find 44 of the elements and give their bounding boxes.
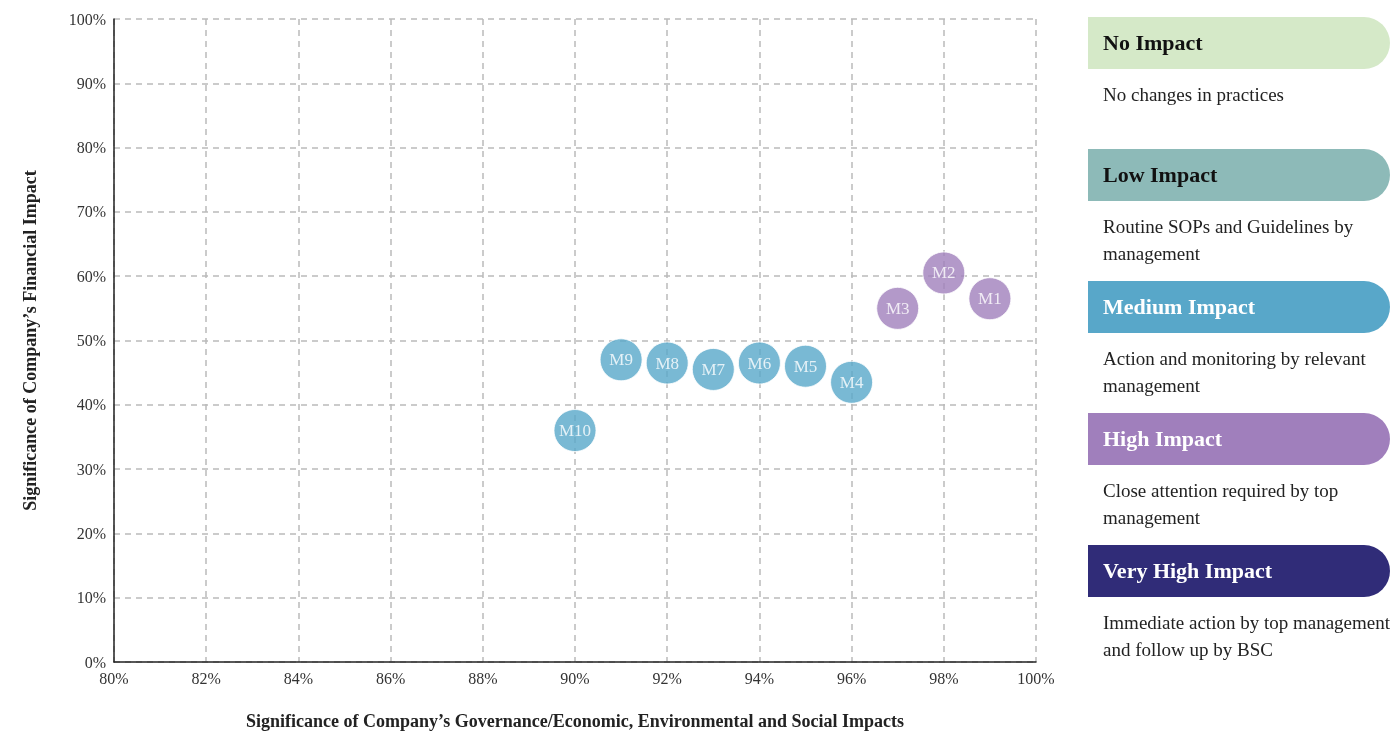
data-label: M4 [839, 372, 864, 392]
data-label: M6 [747, 353, 772, 373]
y-tick-label: 80% [76, 139, 106, 157]
y-tick-label: 40% [76, 396, 106, 414]
y-tick-label: 50% [76, 332, 106, 349]
x-tick-label: 100% [1017, 669, 1055, 687]
x-axis-title: Significance of Company’s Governance/Economic, Environmental and Social Impacts [245, 711, 905, 731]
y-tick-label: 90% [76, 74, 106, 92]
category-label: No Impact [1088, 17, 1390, 69]
data-label: M10 [558, 421, 592, 441]
x-tick-label: 84% [283, 669, 314, 687]
y-tick-label: 20% [76, 524, 106, 542]
text: Action and monitoring by relevant management [1102, 347, 1367, 398]
y-tick-label: 0% [84, 653, 106, 671]
y-axis-title: Significance of Company’s Financial Impact [20, 170, 40, 511]
x-tick-label: 96% [836, 669, 867, 687]
text: Close attention required by top management [1102, 479, 1340, 530]
category-label: Low Impact [1088, 149, 1390, 201]
y-tick-label: 100% [68, 10, 106, 28]
y-tick-label: 70% [76, 203, 106, 221]
y-tick-label: 60% [76, 267, 106, 285]
x-tick-label: 92% [652, 669, 682, 687]
category-label: Medium Impact [1088, 281, 1390, 333]
data-label: M9 [609, 350, 633, 370]
text: Immediate action by top management and follow up by BSC [1102, 611, 1391, 662]
x-tick-label: 80% [99, 669, 129, 687]
y-tick-label: 10% [76, 589, 106, 607]
data-label: M5 [793, 356, 818, 376]
x-tick-label: 94% [744, 669, 775, 687]
data-label: M7 [701, 359, 726, 379]
x-tick-label: 90% [560, 669, 590, 687]
x-tick-label: 98% [929, 669, 959, 687]
x-tick-label: 88% [468, 669, 498, 687]
data-label: M3 [885, 298, 910, 318]
data-label: M8 [655, 353, 680, 373]
data-label: M2 [931, 263, 956, 283]
category-label: High Impact [1088, 413, 1390, 465]
text: No changes in practices [1102, 83, 1285, 107]
data-label: M1 [978, 289, 1002, 309]
x-tick-label: 86% [375, 669, 406, 687]
y-tick-label: 30% [76, 460, 106, 478]
category-label: Very High Impact [1088, 545, 1390, 597]
text: Routine SOPs and Guidelines by management [1102, 215, 1355, 266]
x-tick-label: 82% [191, 669, 221, 687]
